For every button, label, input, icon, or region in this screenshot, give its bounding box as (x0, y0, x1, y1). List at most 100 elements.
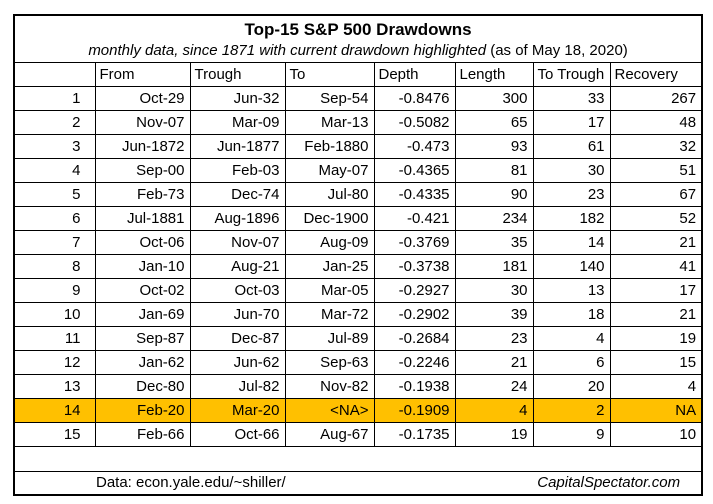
cell-recovery: 67 (609, 182, 703, 207)
cell-recovery: 41 (609, 254, 703, 279)
cell-to-trough: 4 (532, 326, 611, 351)
cell-length: 81 (454, 158, 534, 183)
col-header-from: From (94, 62, 191, 87)
cell-to: Jul-89 (284, 326, 375, 351)
cell-depth: -0.473 (373, 134, 456, 159)
col-header-recovery: Recovery (609, 62, 703, 87)
cell-from: Jun-1872 (94, 134, 191, 159)
cell-from: Dec-80 (94, 374, 191, 399)
cell-length: 30 (454, 278, 534, 303)
cell-to-trough: 17 (532, 110, 611, 135)
cell-depth: -0.3769 (373, 230, 456, 255)
cell-trough: Aug-1896 (189, 206, 286, 231)
cell-length: 93 (454, 134, 534, 159)
col-header-trough: Trough (189, 62, 286, 87)
col-header-rank (13, 62, 96, 87)
cell-to: Aug-67 (284, 422, 375, 447)
cell-length: 4 (454, 398, 534, 423)
cell-to-trough: 30 (532, 158, 611, 183)
cell-length: 300 (454, 86, 534, 111)
cell-recovery: NA (609, 398, 703, 423)
cell-to-trough: 2 (532, 398, 611, 423)
cell-rank: 2 (13, 110, 96, 135)
footer-cell: Data: econ.yale.edu/~shiller/ CapitalSpe… (13, 471, 703, 495)
cell-recovery: 51 (609, 158, 703, 183)
table-row: 12 Jan-62 Jun-62 Sep-63 -0.2246 21 6 15 (13, 350, 703, 375)
table-row: 8 Jan-10 Aug-21 Jan-25 -0.3738 181 140 4… (13, 254, 703, 279)
table-row: 15 Feb-66 Oct-66 Aug-67 -0.1735 19 9 10 (13, 422, 703, 447)
cell-to-trough: 182 (532, 206, 611, 231)
cell-depth: -0.4335 (373, 182, 456, 207)
cell-depth: -0.2927 (373, 278, 456, 303)
cell-depth: -0.1735 (373, 422, 456, 447)
table-row: 1 Oct-29 Jun-32 Sep-54 -0.8476 300 33 26… (13, 86, 703, 111)
cell-trough: Aug-21 (189, 254, 286, 279)
cell-from: Oct-29 (94, 86, 191, 111)
title-cell: Top-15 S&P 500 Drawdowns monthly data, s… (13, 14, 703, 63)
cell-rank: 14 (13, 398, 96, 423)
cell-rank: 4 (13, 158, 96, 183)
subtitle-asof-text: (as of May 18, 2020) (486, 42, 628, 59)
cell-to-trough: 23 (532, 182, 611, 207)
cell-rank: 11 (13, 326, 96, 351)
cell-trough: Jun-70 (189, 302, 286, 327)
cell-trough: Oct-66 (189, 422, 286, 447)
spacer-cell (13, 446, 703, 472)
cell-rank: 15 (13, 422, 96, 447)
cell-recovery: 52 (609, 206, 703, 231)
table-row: 2 Nov-07 Mar-09 Mar-13 -0.5082 65 17 48 (13, 110, 703, 135)
cell-trough: Nov-07 (189, 230, 286, 255)
cell-length: 234 (454, 206, 534, 231)
cell-to: Sep-54 (284, 86, 375, 111)
cell-depth: -0.3738 (373, 254, 456, 279)
cell-trough: Mar-09 (189, 110, 286, 135)
cell-to-trough: 33 (532, 86, 611, 111)
cell-depth: -0.421 (373, 206, 456, 231)
cell-depth: -0.4365 (373, 158, 456, 183)
cell-depth: -0.2246 (373, 350, 456, 375)
cell-to: Nov-82 (284, 374, 375, 399)
cell-recovery: 21 (609, 302, 703, 327)
col-header-to-trough: To Trough (532, 62, 611, 87)
cell-from: Feb-20 (94, 398, 191, 423)
cell-to: Aug-09 (284, 230, 375, 255)
cell-to: May-07 (284, 158, 375, 183)
cell-from: Jul-1881 (94, 206, 191, 231)
cell-depth: -0.8476 (373, 86, 456, 111)
cell-from: Feb-73 (94, 182, 191, 207)
table-row: 7 Oct-06 Nov-07 Aug-09 -0.3769 35 14 21 (13, 230, 703, 255)
cell-depth: -0.1938 (373, 374, 456, 399)
subtitle-italic-text: monthly data, since 1871 with current dr… (88, 42, 487, 59)
cell-to-trough: 20 (532, 374, 611, 399)
cell-to-trough: 61 (532, 134, 611, 159)
cell-trough: Mar-20 (189, 398, 286, 423)
cell-trough: Jul-82 (189, 374, 286, 399)
table-row: 10 Jan-69 Jun-70 Mar-72 -0.2902 39 18 21 (13, 302, 703, 327)
cell-to-trough: 140 (532, 254, 611, 279)
footer-row: Data: econ.yale.edu/~shiller/ CapitalSpe… (13, 471, 703, 495)
cell-length: 21 (454, 350, 534, 375)
cell-recovery: 21 (609, 230, 703, 255)
cell-trough: Jun-62 (189, 350, 286, 375)
cell-recovery: 15 (609, 350, 703, 375)
cell-recovery: 10 (609, 422, 703, 447)
footer-data-source: Data: econ.yale.edu/~shiller/ (96, 474, 286, 492)
cell-to: Feb-1880 (284, 134, 375, 159)
cell-to-trough: 9 (532, 422, 611, 447)
cell-length: 23 (454, 326, 534, 351)
cell-length: 39 (454, 302, 534, 327)
cell-from: Nov-07 (94, 110, 191, 135)
cell-trough: Jun-1877 (189, 134, 286, 159)
cell-trough: Dec-74 (189, 182, 286, 207)
cell-recovery: 4 (609, 374, 703, 399)
table-row: 5 Feb-73 Dec-74 Jul-80 -0.4335 90 23 67 (13, 182, 703, 207)
cell-depth: -0.2902 (373, 302, 456, 327)
cell-rank: 1 (13, 86, 96, 111)
cell-rank: 5 (13, 182, 96, 207)
cell-to-trough: 18 (532, 302, 611, 327)
table-row: 13 Dec-80 Jul-82 Nov-82 -0.1938 24 20 4 (13, 374, 703, 399)
cell-from: Jan-69 (94, 302, 191, 327)
cell-rank: 7 (13, 230, 96, 255)
column-header-row: From Trough To Depth Length To Trough Re… (13, 62, 703, 87)
cell-length: 35 (454, 230, 534, 255)
